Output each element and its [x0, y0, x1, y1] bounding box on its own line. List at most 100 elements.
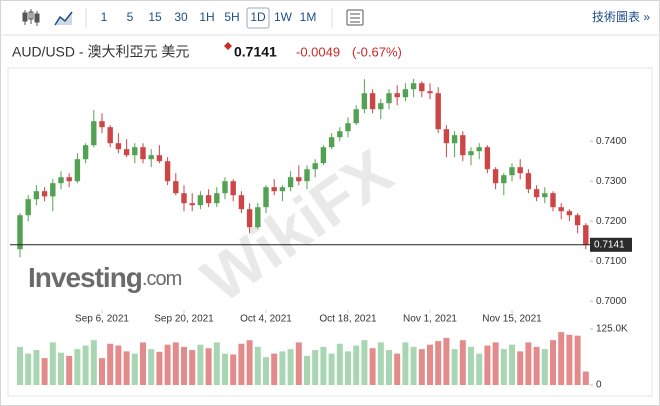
candle-body [205, 195, 212, 204]
volume-bar [345, 351, 351, 385]
timeframe-button[interactable]: 1H [199, 10, 214, 24]
candle-body [492, 169, 499, 184]
candle-body [304, 169, 310, 182]
table-icon[interactable] [346, 9, 364, 26]
volume-bar [66, 355, 73, 385]
last-price-label: 0.7141 [594, 239, 625, 250]
active-button [246, 7, 270, 29]
candle-body [115, 143, 122, 150]
candle-body [132, 147, 138, 156]
candle-body [361, 93, 368, 110]
candle-body [509, 167, 515, 176]
volume-bar [476, 353, 483, 385]
candle-body [542, 193, 548, 198]
y-tick-label: 0.7100 [596, 256, 627, 267]
y-tick-label: 0.7000 [596, 296, 627, 307]
candle-body [378, 103, 384, 110]
volume-bar [271, 353, 278, 385]
volume-bar [410, 346, 417, 385]
y-tick-label: 0.7200 [596, 216, 627, 227]
candle-body [99, 121, 105, 128]
volume-bar [377, 342, 384, 385]
volume-bar [558, 332, 565, 385]
candle-body [443, 129, 450, 144]
candle-body [140, 147, 146, 160]
volume-bar [222, 353, 228, 385]
volume-bar [459, 340, 466, 385]
candle-body [123, 149, 130, 156]
volume-bar [320, 346, 327, 385]
candle-body [419, 83, 425, 92]
volume-bar [148, 349, 155, 385]
volume-bar [164, 344, 171, 385]
volume-bar [566, 334, 573, 385]
technical-chart-link[interactable]: 技術圖表 » [592, 10, 650, 24]
timeframe-button[interactable]: 1 [101, 10, 108, 24]
change-percent: (-0.67%) [352, 44, 402, 59]
candle-body [345, 123, 351, 132]
volume-bar [336, 343, 343, 385]
timeframe-button[interactable]: 30 [174, 10, 188, 24]
volume-bar [58, 352, 64, 385]
volume-bar [533, 346, 540, 385]
volume-bar [99, 358, 105, 385]
candle-body [337, 131, 343, 138]
volume-tick-label: 0 [596, 380, 602, 391]
candle-body [238, 195, 245, 210]
timeframe-button[interactable]: 15 [148, 10, 162, 24]
volume-bar [246, 340, 253, 385]
volume-bar [525, 342, 532, 385]
volume-bar [435, 341, 442, 385]
volume-bar [418, 349, 425, 385]
candle-body [164, 161, 171, 182]
candle-body [58, 177, 64, 184]
volume-bar [213, 342, 220, 385]
timeframe-button[interactable]: 5H [224, 10, 239, 24]
volume-bar [386, 350, 392, 385]
candle-icon[interactable] [22, 9, 40, 26]
candle-body [451, 135, 458, 144]
y-tick-label: 0.7400 [596, 136, 627, 147]
volume-bar [394, 353, 401, 385]
candle-body [107, 127, 113, 144]
x-tick-label: Oct 18, 2021 [319, 314, 377, 325]
candle-body [197, 195, 204, 206]
volume-bar [181, 346, 187, 385]
candle-body [394, 93, 400, 98]
volume-bar [295, 342, 302, 385]
candle-body [25, 199, 31, 216]
volume-bar [451, 349, 458, 385]
candle-body [353, 109, 359, 124]
timeframe-button[interactable]: 1M [300, 10, 317, 24]
candle-body [66, 177, 72, 182]
timeframe-button[interactable]: 5 [127, 10, 134, 24]
candle-body [74, 159, 81, 182]
candle-body [173, 181, 179, 194]
volume-bar [123, 351, 130, 385]
volume-bar [492, 342, 499, 385]
candle-body [320, 147, 327, 164]
last-price-box [590, 237, 632, 252]
candle-body [148, 155, 154, 160]
volume-bar [189, 350, 196, 385]
volume-bar [49, 342, 56, 385]
x-tick-label: Nov 15, 2021 [482, 314, 542, 325]
candle-body [255, 207, 261, 228]
timeframe-button[interactable]: 1D [250, 10, 266, 24]
volume-bar [140, 342, 146, 385]
volume-bar [33, 350, 40, 385]
volume-bar [402, 342, 409, 385]
volume-bar [131, 353, 138, 385]
volume-bar [230, 354, 237, 385]
volume-bar [263, 357, 269, 385]
change: -0.0049 [296, 44, 340, 59]
area-icon[interactable] [54, 11, 73, 26]
volume-bar [115, 345, 122, 385]
volume-bar [279, 351, 286, 385]
candle-body [574, 215, 581, 226]
timeframe-button[interactable]: 1W [274, 10, 293, 24]
logo: Investing.com [28, 262, 182, 293]
volume-bar [541, 349, 548, 385]
volume-bar [41, 358, 48, 385]
